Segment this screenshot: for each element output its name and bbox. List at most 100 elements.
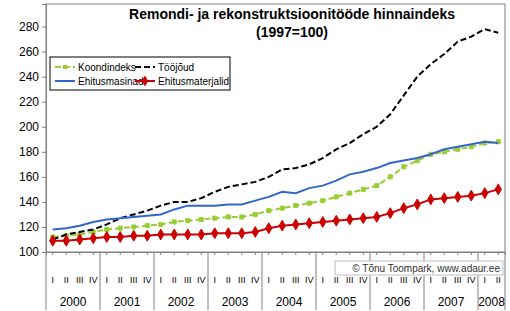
plot-area: [50, 29, 502, 246]
x-tick-label: II: [64, 275, 69, 285]
series-marker: [388, 175, 392, 179]
y-tick: 120: [19, 220, 46, 234]
x-tick-mark: [457, 252, 458, 255]
y-tick: 100: [19, 245, 46, 259]
x-tick-label: IV: [89, 275, 98, 285]
year-label: 2006: [384, 295, 411, 309]
x-tick-mark: [268, 252, 269, 255]
x-tick-label: IV: [143, 275, 152, 285]
series-marker: [90, 233, 96, 244]
x-tick-mark: [160, 252, 161, 255]
x-tick-label: II: [334, 275, 339, 285]
x-tick: I: [159, 252, 162, 285]
x-tick-mark: [295, 252, 296, 255]
y-tick-mark: [42, 52, 46, 53]
series-marker: [333, 215, 339, 226]
legend-label: Ehitusmasinad: [78, 76, 144, 87]
x-tick: II: [64, 252, 69, 285]
year-label: 2005: [330, 295, 357, 309]
x-tick-label: II: [118, 275, 123, 285]
y-tick-label: 260: [19, 45, 39, 59]
x-tick-mark: [187, 252, 188, 255]
series-marker: [414, 199, 420, 210]
series-marker: [307, 201, 311, 205]
y-tick-mark: [42, 127, 46, 128]
year-separator: [100, 252, 101, 310]
x-tick: III: [130, 252, 138, 285]
legend-label: Tööjõud: [158, 62, 194, 73]
series-marker: [144, 230, 150, 241]
series-marker: [132, 225, 136, 229]
year-separator: [262, 252, 263, 310]
year-separator: [46, 252, 47, 310]
x-tick-mark: [484, 252, 485, 255]
x-tick-mark: [322, 252, 323, 255]
y-tick-label: 240: [19, 70, 39, 84]
series-marker: [468, 190, 474, 201]
annotation: © Tõnu Toompark, www.adaur.ee: [352, 263, 500, 274]
x-tick-label: II: [496, 275, 501, 285]
series-marker: [240, 215, 244, 219]
x-tick-label: III: [76, 275, 84, 285]
x-tick-mark: [93, 252, 94, 255]
x-tick-label: III: [130, 275, 138, 285]
legend-swatch: [55, 80, 75, 82]
x-tick-label: II: [280, 275, 285, 285]
x-tick-mark: [174, 252, 175, 255]
year-label: 2000: [60, 295, 87, 309]
series-marker: [117, 232, 123, 243]
x-tick-label: I: [375, 275, 378, 285]
x-tick: I: [105, 252, 108, 285]
y-tick-mark: [42, 252, 46, 253]
x-tick-mark: [363, 252, 364, 255]
series-marker: [495, 184, 501, 195]
x-tick-mark: [201, 252, 202, 255]
y-tick-mark: [42, 202, 46, 203]
x-tick-label: III: [238, 275, 246, 285]
x-tick-label: IV: [305, 275, 314, 285]
x-axis: IIIIIIIVIIIIIIIVIIIIIIIVIIIIIIIVIIIIIIIV…: [47, 252, 506, 285]
series-line: [53, 142, 499, 230]
year-label: 2001: [114, 295, 141, 309]
y-tick-mark: [42, 177, 46, 178]
series-marker: [334, 195, 338, 199]
series-marker: [212, 228, 218, 239]
x-tick: II: [172, 252, 177, 285]
x-tick-mark: [241, 252, 242, 255]
series-marker: [266, 223, 272, 234]
x-axis-line: [47, 253, 506, 256]
x-tick-label: III: [346, 275, 354, 285]
x-tick: I: [51, 252, 54, 285]
x-tick-mark: [390, 252, 391, 255]
x-tick-mark: [79, 252, 80, 255]
y-tick: 240: [19, 70, 46, 84]
annotation-group: © Tõnu Toompark, www.adaur.ee: [335, 261, 503, 275]
legend-marker: [142, 76, 148, 87]
y-tick: 200: [19, 120, 46, 134]
series-marker: [348, 191, 352, 195]
series-marker: [401, 203, 407, 214]
x-tick-label: I: [483, 275, 486, 285]
series-marker: [131, 230, 137, 241]
x-tick-mark: [52, 252, 53, 255]
x-tick-mark: [106, 252, 107, 255]
year-separator: [316, 252, 317, 310]
chart: 100120140160180200220240260280IIIIIIIVII…: [0, 0, 510, 311]
series-marker: [402, 165, 406, 169]
series-line: [53, 142, 499, 237]
x-tick-mark: [66, 252, 67, 255]
series-marker: [225, 228, 231, 239]
x-tick-mark: [349, 252, 350, 255]
annotation-box: [335, 261, 503, 275]
legend-entry: Koondindeks: [55, 62, 136, 73]
x-tick-mark: [255, 252, 256, 255]
legend-swatch: [55, 66, 75, 68]
y-axis: 100120140160180200220240260280: [19, 5, 47, 260]
series-marker: [63, 235, 69, 246]
series-marker: [253, 212, 257, 216]
x-tick-label: IV: [251, 275, 260, 285]
series-marker: [186, 219, 190, 223]
x-tick: IV: [197, 252, 206, 285]
legend-entry: Tööjõud: [135, 62, 194, 73]
x-tick-label: I: [213, 275, 216, 285]
